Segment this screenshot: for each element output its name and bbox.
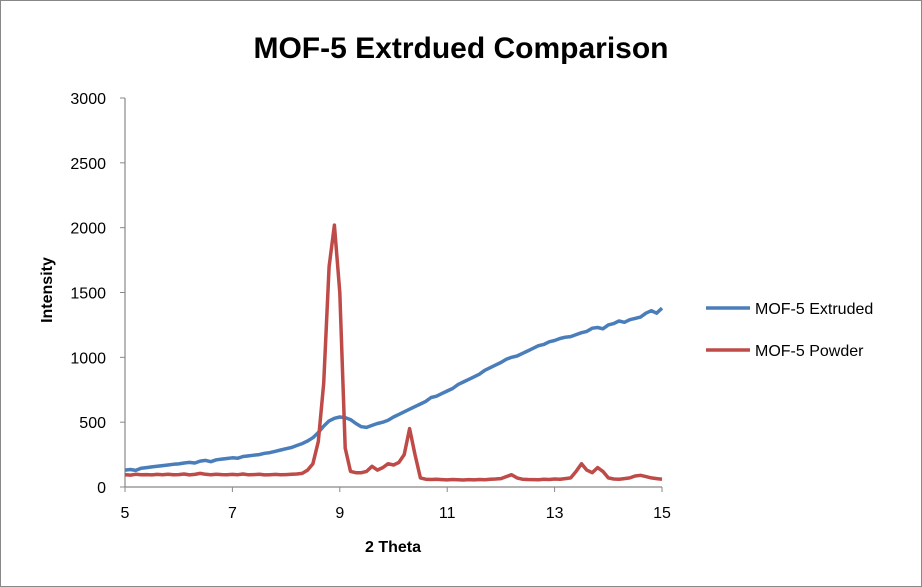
- x-tick-label: 15: [653, 505, 671, 522]
- x-tick-label: 5: [121, 505, 130, 522]
- y-tick-label: 2000: [70, 221, 106, 238]
- legend-label: MOF-5 Powder: [755, 343, 864, 360]
- y-tick-label: 2500: [70, 156, 106, 173]
- legend: MOF-5 Extruded MOF-5 Powder: [706, 301, 873, 360]
- y-axis-label: Intensity: [39, 257, 56, 323]
- x-tick-label: 7: [228, 505, 237, 522]
- legend-label: MOF-5 Extruded: [755, 301, 873, 318]
- y-tick-label: 3000: [70, 91, 106, 108]
- y-tick-label: 500: [79, 415, 106, 432]
- x-tick-label: 11: [439, 505, 456, 522]
- series-line-0: [124, 306, 664, 473]
- y-tick-label: 1500: [70, 286, 106, 303]
- chart-title: MOF-5 Extrdued Comparison: [253, 32, 668, 65]
- y-tick-label: 0: [97, 480, 106, 497]
- series-line-1: [124, 223, 663, 482]
- x-axis-label: 2 Theta: [365, 539, 421, 556]
- y-tick-label: 1000: [70, 350, 106, 367]
- x-tick-label: 13: [546, 505, 564, 522]
- x-tick-label: 9: [335, 505, 344, 522]
